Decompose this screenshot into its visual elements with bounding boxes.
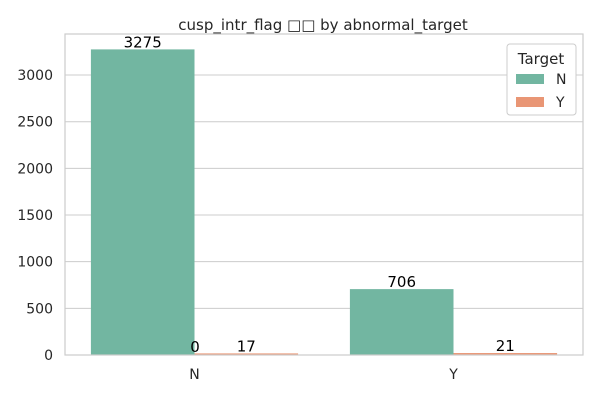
x-tick-label: Y: [448, 367, 458, 383]
bars-layer: [90, 49, 558, 356]
data-labels-layer: 3275 17 706 21 0: [124, 33, 515, 356]
legend-swatch-n: [516, 74, 544, 84]
chart-title: cusp_intr_flag □□ by abnormal_target: [178, 16, 468, 35]
data-label: 17: [237, 337, 256, 355]
data-label: 21: [496, 337, 515, 355]
legend-swatch-y: [516, 97, 544, 107]
bar-y-y: [453, 353, 558, 355]
bar-y-n: [194, 353, 299, 355]
y-tick-label: 2500: [17, 115, 53, 131]
x-tick-label: N: [189, 367, 199, 383]
legend-title: Target: [517, 50, 565, 68]
bar-n-n: [90, 49, 195, 356]
y-tick-label: 3000: [17, 68, 53, 84]
data-label-zero: 0: [190, 338, 200, 356]
y-tick-label: 1500: [17, 208, 53, 224]
y-tick-label: 2000: [17, 161, 53, 177]
legend: Target N Y: [506, 43, 577, 116]
data-label: 3275: [124, 33, 162, 51]
bar-n-y: [349, 289, 454, 355]
y-tick-label: 0: [44, 348, 53, 364]
y-tick-label: 500: [26, 301, 53, 317]
plot-frame: [64, 33, 584, 356]
data-label: 706: [387, 273, 416, 291]
legend-label-n: N: [556, 72, 566, 88]
legend-label-y: Y: [555, 95, 565, 111]
y-tick-label: 1000: [17, 255, 53, 271]
